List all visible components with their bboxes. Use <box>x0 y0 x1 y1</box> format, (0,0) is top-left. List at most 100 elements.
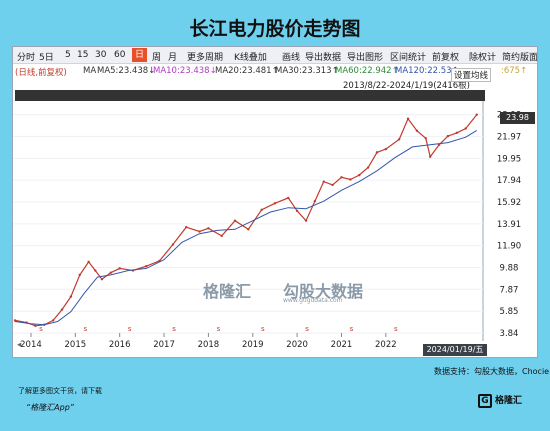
price-point <box>94 269 97 272</box>
price-chart: 23.9821.9719.9517.9415.9213.9111.909.887… <box>13 101 521 350</box>
price-point <box>171 243 175 246</box>
tab-day[interactable]: 日 <box>132 48 148 62</box>
tab-60min[interactable]: 60 <box>114 50 126 60</box>
price-point <box>331 183 334 187</box>
page-title: 长江电力股价走势图 <box>189 18 361 40</box>
price-point <box>220 234 223 238</box>
tab-5day[interactable]: 5日 <box>39 53 54 63</box>
source-text: 数据支持：勾股大数据，Chocie <box>434 367 550 376</box>
logo-g-icon: G <box>478 393 492 408</box>
ma30-value: MA30:23.313↑ <box>275 66 339 76</box>
price-point <box>185 225 188 229</box>
price-point <box>260 208 263 212</box>
price-point <box>287 196 290 200</box>
x-tick-label: 2019 <box>242 340 264 350</box>
price-point <box>313 199 317 203</box>
tab-month[interactable]: 月 <box>168 53 178 63</box>
simple-layout-button[interactable]: 简约版面 <box>502 53 538 63</box>
x-tick-label: 2017 <box>153 340 175 350</box>
y-tick-label: 13.91 <box>497 220 521 230</box>
more-period-dropdown[interactable]: 更多周期 <box>187 53 224 63</box>
price-point <box>349 178 352 181</box>
ma5-value: MA5:23.438↓ <box>97 66 156 76</box>
dividend-marker: s <box>128 325 132 333</box>
price-point <box>87 260 90 264</box>
volume-strip <box>15 90 485 101</box>
watermark-brand2: 勾股大数据 <box>283 282 364 301</box>
chart-panel: 分时 5日 5 15 30 60 日 周 月 更多周期 K线叠加 画线 导出数据… <box>12 46 538 358</box>
plot-area <box>13 101 483 341</box>
ma-legend: (日线,前复权) MA MA5:23.438↓ MA10:23.438↓ MA2… <box>13 65 537 78</box>
date-range: 2013/8/22-2024/1/19(2416根) <box>343 81 470 91</box>
dividend-marker: s <box>261 325 265 333</box>
price-point <box>475 113 478 116</box>
price-point <box>424 137 427 140</box>
price-point <box>69 295 73 298</box>
ma120-value: MA120:22.53↑ <box>395 66 459 76</box>
price-point <box>295 209 299 213</box>
dividend-marker: s <box>350 325 354 333</box>
y-tick-label: 3.84 <box>500 329 519 339</box>
price-point <box>375 151 379 154</box>
dividend-marker: s <box>305 325 309 333</box>
tab-30min[interactable]: 30 <box>95 50 107 60</box>
price-point <box>322 180 325 183</box>
x-tick-label: 2015 <box>65 340 87 350</box>
ma-label: MA <box>83 66 97 76</box>
kline-overlay-dropdown[interactable]: K线叠加 <box>234 53 267 63</box>
toolbar: 分时 5日 5 15 30 60 日 周 月 更多周期 K线叠加 画线 导出数据… <box>13 47 537 64</box>
footer-line2: “格隆汇App” <box>26 403 74 412</box>
y-tick-label: 21.97 <box>497 132 521 142</box>
ma-line <box>14 129 478 326</box>
tab-week[interactable]: 周 <box>152 53 162 63</box>
ex-rights-button[interactable]: 除权计 <box>469 53 497 63</box>
price-point <box>340 176 343 179</box>
dividend-marker: s <box>172 325 176 333</box>
price-point <box>415 129 419 132</box>
y-tick-label: 17.94 <box>497 176 521 186</box>
tab-15min[interactable]: 15 <box>77 50 89 60</box>
y-tick-label: 9.88 <box>500 264 519 274</box>
price-point <box>384 147 388 151</box>
price-point <box>358 173 361 177</box>
price-point <box>397 138 401 141</box>
logo-text: 格隆汇 <box>495 396 523 406</box>
price-point <box>13 319 17 322</box>
x-tick-label: 2020 <box>286 340 308 350</box>
ma10-value: MA10:23.438↓ <box>153 66 217 76</box>
pre-adjust-dropdown[interactable]: 前复权 <box>432 53 460 63</box>
dividend-marker: s <box>217 325 221 333</box>
scroll-left-icon: ◂ <box>17 340 22 350</box>
x-tick-label: 2021 <box>331 340 353 350</box>
watermark-brand: 格隆汇 <box>203 282 252 301</box>
watermark: 格隆汇 勾股大数据 www.gugudata.com <box>203 275 383 305</box>
price-point <box>60 308 64 311</box>
export-data-button[interactable]: 导出数据 <box>305 53 342 63</box>
price-point <box>34 324 37 328</box>
price-point <box>406 117 410 120</box>
y-tick-label: 7.87 <box>500 285 519 295</box>
y-tick-label: 5.85 <box>500 307 519 317</box>
price-point <box>233 219 237 222</box>
dividend-marker: s <box>84 325 88 333</box>
x-tick-label: 2018 <box>198 340 220 350</box>
x-tick-label: 2014 <box>20 340 42 350</box>
x-tick-label: 2022 <box>375 340 397 350</box>
ma-settings-button[interactable]: 设置均线 <box>451 68 492 82</box>
draw-line-button[interactable]: 画线 <box>282 53 301 63</box>
ma60-value: MA60:22.942↑ <box>335 66 399 76</box>
export-graph-button[interactable]: 导出图形 <box>347 53 384 63</box>
price-point <box>304 219 308 222</box>
y-tick-label: 15.92 <box>497 198 521 208</box>
footer-line1: 了解更多图文干货，请下载 <box>18 387 102 395</box>
dividend-marker: s <box>39 325 43 333</box>
x-tick-label: 2016 <box>109 340 131 350</box>
range-stats-button[interactable]: 区间统计 <box>390 53 427 63</box>
tab-fenshi[interactable]: 分时 <box>17 53 36 63</box>
price-point <box>247 228 250 231</box>
tab-5min[interactable]: 5 <box>65 50 71 60</box>
price-point <box>429 155 432 158</box>
price-point <box>145 265 148 268</box>
price-point <box>100 278 104 281</box>
price-point <box>464 127 467 130</box>
